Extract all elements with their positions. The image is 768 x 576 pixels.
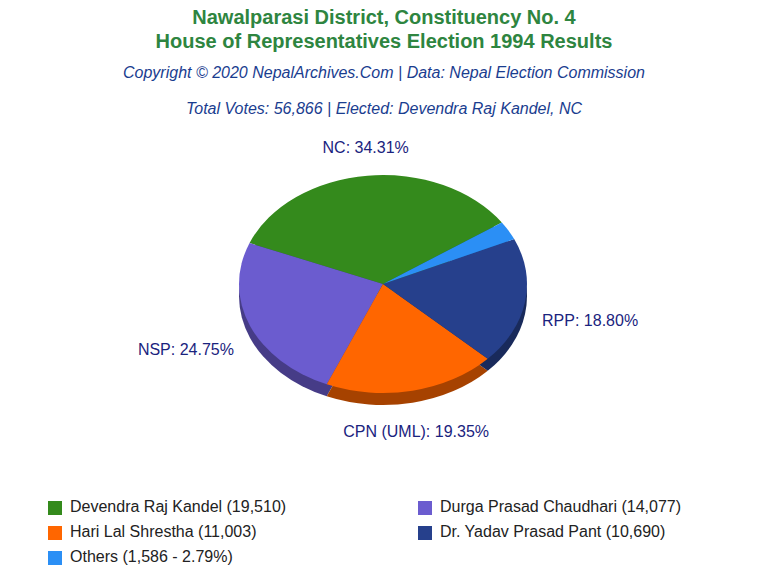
chart: Nawalparasi District, Constituency No. 4…	[0, 0, 768, 576]
legend-label: Others (1,586 - 2.79%)	[70, 548, 233, 565]
data-label: NC: 34.31%	[323, 139, 409, 156]
legend: Devendra Raj Kandel (19,510) Durga Prasad…	[48, 498, 681, 565]
legend-swatch	[48, 501, 62, 515]
title: Nawalparasi District, Constituency No. 4	[192, 6, 576, 28]
annotation: Total Votes: 56,866 | Elected: Devendra …	[186, 100, 583, 117]
data-label: NSP: 24.75%	[138, 341, 234, 358]
data-label: RPP: 18.80%	[542, 312, 638, 329]
legend-swatch	[418, 526, 432, 540]
slice	[383, 222, 514, 284]
legend-swatch	[418, 501, 432, 515]
legend-swatch	[48, 551, 62, 565]
legend-label: Dr. Yadav Prasad Pant (10,690)	[440, 523, 665, 540]
legend-label: Devendra Raj Kandel (19,510)	[70, 498, 286, 515]
annotation: Copyright © 2020 NepalArchives.Com | Dat…	[123, 64, 645, 81]
legend-label: Durga Prasad Chaudhari (14,077)	[440, 498, 681, 515]
legend-swatch	[48, 526, 62, 540]
legend-label: Hari Lal Shrestha (11,003)	[70, 523, 256, 540]
subtitle: House of Representatives Election 1994 R…	[156, 30, 613, 52]
pie	[239, 175, 527, 393]
data-label: CPN (UML): 19.35%	[343, 423, 489, 440]
